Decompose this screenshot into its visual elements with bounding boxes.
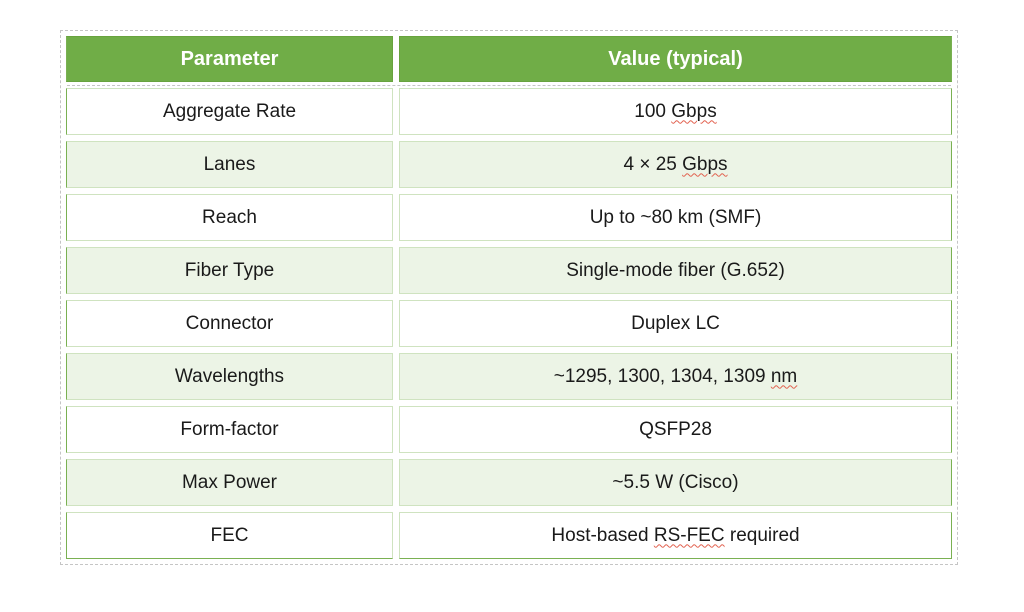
table-boundary: Parameter Value (typical) Aggregate Rate…	[60, 30, 958, 565]
value-text: Host-based	[551, 524, 654, 546]
value-text: QSFP28	[639, 418, 712, 440]
misspelled-word: Gbps	[682, 153, 728, 175]
misspelled-word: nm	[770, 365, 798, 387]
misspelled-word: RS-FEC	[653, 524, 725, 546]
param-cell-form-factor: Form-factor	[66, 406, 393, 453]
misspelled-word: Gbps	[671, 100, 717, 122]
value-cell-wavelengths: ~1295, 1300, 1304, 1309 nm	[399, 353, 952, 400]
value-text: 100	[634, 100, 672, 122]
table-gridline	[67, 85, 951, 86]
value-cell-form-factor: QSFP28	[399, 406, 952, 453]
param-cell-wavelengths: Wavelengths	[66, 353, 393, 400]
param-cell-lanes: Lanes	[66, 141, 393, 188]
param-cell-aggregate-rate: Aggregate Rate	[66, 88, 393, 135]
value-cell-max-power: ~5.5 W (Cisco)	[399, 459, 952, 506]
value-text: Up to ~80 km (SMF)	[589, 206, 762, 228]
spec-table: Parameter Value (typical) Aggregate Rate…	[66, 36, 952, 559]
value-text: ~5.5 W (Cisco)	[612, 471, 739, 493]
value-cell-aggregate-rate: 100 Gbps	[399, 88, 952, 135]
param-cell-connector: Connector	[66, 300, 393, 347]
value-text: Duplex LC	[631, 312, 720, 334]
value-cell-connector: Duplex LC	[399, 300, 952, 347]
value-text: required	[724, 524, 800, 546]
value-text: ~1295, 1300, 1304, 1309	[553, 365, 771, 387]
value-text: Single-mode fiber (G.652)	[566, 259, 785, 281]
column-header-value: Value (typical)	[399, 36, 952, 82]
param-cell-reach: Reach	[66, 194, 393, 241]
value-cell-reach: Up to ~80 km (SMF)	[399, 194, 952, 241]
param-cell-fec: FEC	[66, 512, 393, 559]
param-cell-max-power: Max Power	[66, 459, 393, 506]
value-text: 4 × 25	[623, 153, 683, 175]
value-cell-fec: Host-based RS-FEC required	[399, 512, 952, 559]
param-cell-fiber-type: Fiber Type	[66, 247, 393, 294]
value-cell-fiber-type: Single-mode fiber (G.652)	[399, 247, 952, 294]
value-cell-lanes: 4 × 25 Gbps	[399, 141, 952, 188]
column-header-parameter: Parameter	[66, 36, 393, 82]
